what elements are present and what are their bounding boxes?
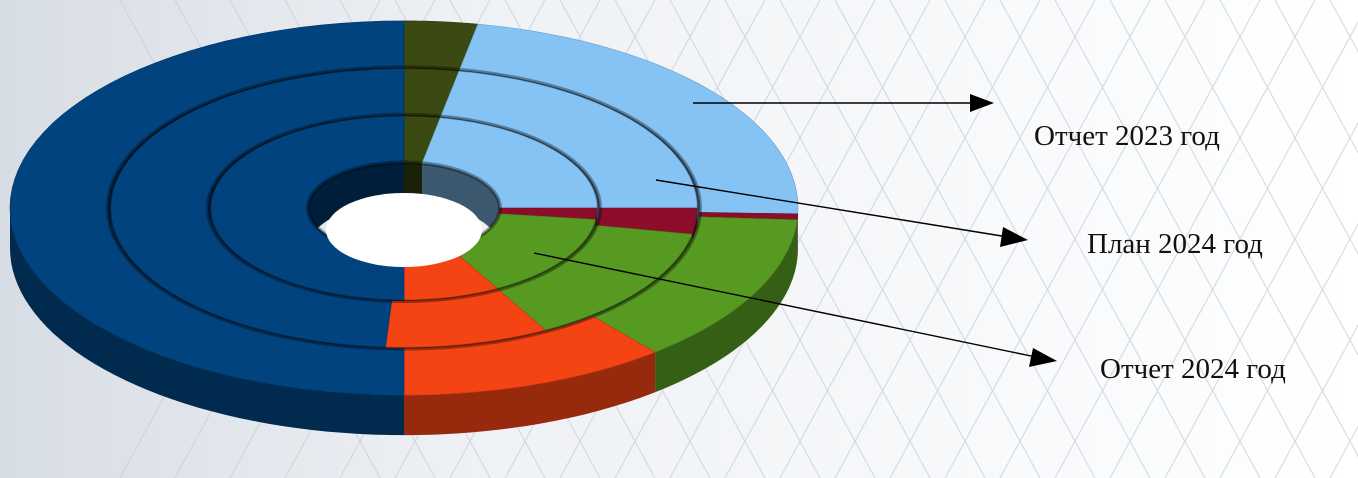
donut-center-hole [326, 192, 482, 268]
ring-groove-outer [106, 65, 702, 351]
ring-groove-middle [206, 112, 602, 304]
inner-wall-inner-slice-0-0 [404, 162, 422, 204]
wall-outer-slice-5 [10, 208, 404, 436]
slice-middle-5 [110, 68, 405, 348]
wall-outer-slice-3 [655, 219, 798, 393]
label-group-middle: План 2024 год [655, 179, 1263, 260]
arrowhead-outer [970, 94, 994, 112]
wall-outer-slice-4 [404, 352, 656, 436]
arrow-line-inner [533, 252, 1037, 358]
arrowhead-inner [1029, 348, 1057, 367]
wall-outer-slice-2 [797, 213, 798, 260]
label-middle-ring: План 2024 год [1087, 228, 1263, 260]
donut-top-faces [9, 20, 799, 396]
arrowhead-middle [1000, 227, 1028, 247]
arrow-line-middle [655, 179, 1009, 238]
slice-outer-5 [9, 20, 405, 396]
slice-outer-2 [699, 212, 799, 221]
label-group-outer: Отчет 2023 год [693, 94, 1220, 152]
label-inner-ring: Отчет 2024 год [1100, 353, 1286, 385]
label-group-inner: Отчет 2024 год [533, 252, 1286, 385]
label-outer-ring: Отчет 2023 год [1034, 120, 1220, 152]
